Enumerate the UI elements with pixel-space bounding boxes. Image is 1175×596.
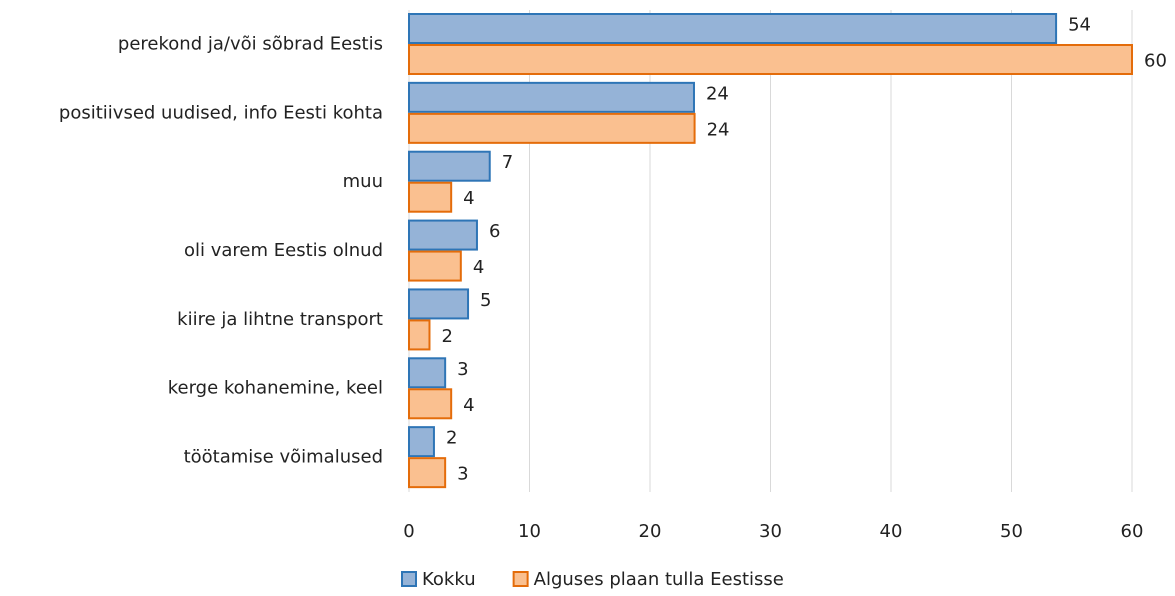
bar xyxy=(408,319,431,351)
bar xyxy=(408,457,447,489)
y-tick-label: kerge kohanemine, keel xyxy=(168,378,383,399)
bar xyxy=(408,81,695,113)
bar xyxy=(408,112,696,144)
value-label: 4 xyxy=(463,395,474,416)
value-label: 2 xyxy=(446,428,457,449)
legend-swatch xyxy=(401,571,417,587)
bar xyxy=(408,288,470,320)
value-label: 3 xyxy=(457,464,468,485)
bar xyxy=(408,426,435,458)
value-label: 2 xyxy=(441,326,452,347)
x-tick-label: 40 xyxy=(880,521,903,542)
y-tick-label: oli varem Eestis olnud xyxy=(184,240,383,261)
bar xyxy=(408,388,453,420)
bar xyxy=(408,181,453,213)
legend-swatch xyxy=(512,571,529,587)
y-tick-label: perekond ja/või sõbrad Eestis xyxy=(118,33,383,54)
value-label: 24 xyxy=(707,119,730,140)
y-tick-label: kiire ja lihtne transport xyxy=(177,309,383,330)
value-label: 60 xyxy=(1144,51,1167,72)
value-label: 54 xyxy=(1068,15,1091,36)
y-tick-label: muu xyxy=(343,171,383,192)
value-label: 4 xyxy=(473,257,484,278)
value-label: 7 xyxy=(502,152,513,173)
x-tick-label: 10 xyxy=(518,521,541,542)
x-tick-label: 20 xyxy=(639,521,662,542)
x-tick-label: 60 xyxy=(1121,521,1144,542)
value-label: 4 xyxy=(463,188,474,209)
bar xyxy=(408,250,462,282)
value-label: 6 xyxy=(489,221,500,242)
legend-label: Alguses plaan tulla Eestisse xyxy=(534,569,784,590)
bar xyxy=(408,219,478,251)
x-tick-label: 30 xyxy=(759,521,782,542)
bar xyxy=(408,357,447,389)
legend-label: Kokku xyxy=(422,569,476,590)
y-tick-label: töötamise võimalused xyxy=(184,447,383,468)
bar xyxy=(408,44,1133,75)
value-label: 3 xyxy=(457,359,468,380)
bar xyxy=(408,13,1058,44)
y-tick-label: positiivsed uudised, info Eesti kohta xyxy=(59,102,383,123)
value-label: 5 xyxy=(480,290,491,311)
bar xyxy=(408,150,491,182)
value-label: 24 xyxy=(706,83,729,104)
x-tick-label: 0 xyxy=(403,521,414,542)
x-tick-label: 50 xyxy=(1000,521,1023,542)
